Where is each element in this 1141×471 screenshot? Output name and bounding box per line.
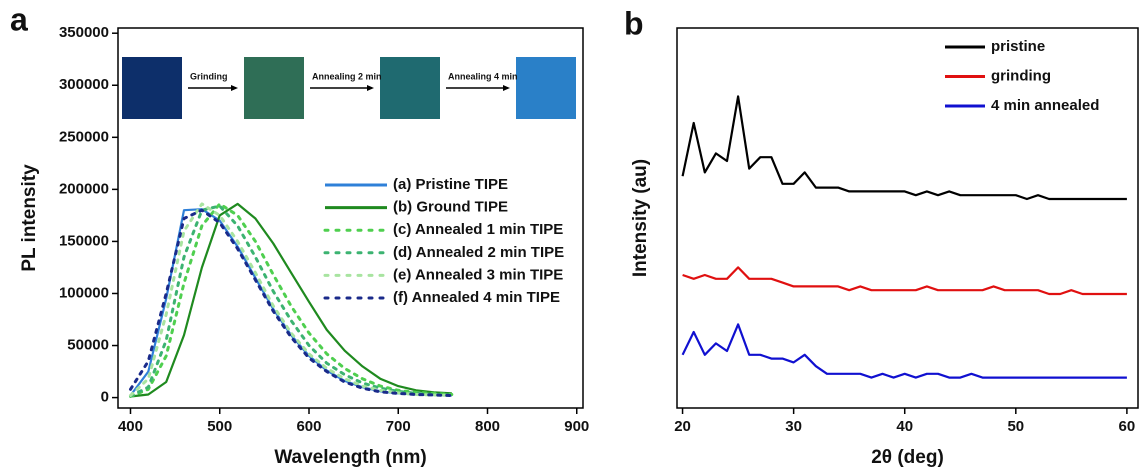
y-tick-label: 350000 (59, 24, 109, 41)
annotation: Annealing 4 min (448, 71, 518, 81)
photo (122, 57, 182, 119)
arrow-head (503, 85, 510, 91)
data-line (130, 202, 452, 398)
x-tick-label: 700 (386, 418, 411, 435)
data-line (129, 208, 454, 397)
y-tick-label: 100000 (59, 284, 109, 301)
photo (516, 57, 576, 119)
data-line (129, 204, 454, 398)
y-tick-label: 300000 (59, 76, 109, 93)
photo (380, 57, 440, 119)
data-line (129, 202, 454, 397)
plot-frame (676, 27, 1139, 409)
y-axis-title: PL intensity (19, 164, 40, 272)
legend-label: (e) Annealed 3 min TIPE (393, 266, 563, 283)
x-tick-label: 20 (674, 418, 691, 435)
annotation: Annealing 2 min (312, 71, 382, 81)
legend-label: (c) Annealed 1 min TIPE (393, 221, 563, 238)
x-tick-label: 500 (207, 418, 232, 435)
y-tick-label: 200000 (59, 180, 109, 197)
x-tick-label: 400 (118, 418, 143, 435)
photo (244, 57, 304, 119)
y-tick-label: 150000 (59, 232, 109, 249)
legend-label: pristine (991, 38, 1045, 55)
plot-frame (117, 27, 584, 409)
panel-label: b (624, 5, 644, 41)
x-tick-label: 30 (785, 418, 802, 435)
y-axis-title: Intensity (au) (630, 159, 651, 277)
data-line (682, 266, 1127, 296)
annotation: Grinding (190, 71, 228, 81)
y-tick-label: 50000 (67, 337, 109, 354)
data-line (681, 95, 1127, 201)
chart-panel: b 20 30 40 50 60 2θ (deg) Intensity (au) pristin… (624, 5, 1139, 468)
data-line (681, 323, 1127, 379)
x-tick-label: 50 (1007, 418, 1024, 435)
x-tick-label: 40 (896, 418, 913, 435)
legend-label: (d) Annealed 2 min TIPE (393, 244, 564, 261)
y-tick-label: 250000 (59, 128, 109, 145)
x-tick-label: 800 (475, 418, 500, 435)
photo-strip: Grinding Annealing 2 min Annealing 4 min (122, 57, 576, 119)
data-line (129, 202, 454, 398)
arrow-head (231, 85, 238, 91)
panel-label: a (10, 1, 28, 37)
legend-label: (a) Pristine TIPE (393, 176, 508, 193)
x-tick-label: 600 (296, 418, 321, 435)
arrow-head (367, 85, 374, 91)
x-tick-label: 60 (1119, 418, 1136, 435)
x-tick-label: 900 (564, 418, 589, 435)
legend-label: grinding (991, 67, 1051, 84)
y-tick-label: 0 (101, 389, 109, 406)
x-axis-title: Wavelength (nm) (274, 447, 426, 468)
legend-label: (b) Ground TIPE (393, 199, 508, 216)
legend-label: (f) Annealed 4 min TIPE (393, 289, 560, 306)
x-axis-title: 2θ (deg) (871, 447, 944, 468)
legend-label: 4 min annealed (991, 97, 1099, 114)
chart-panel: a 400 500 600 700 800 900 0 50000 100000 150000 200… (10, 1, 589, 468)
